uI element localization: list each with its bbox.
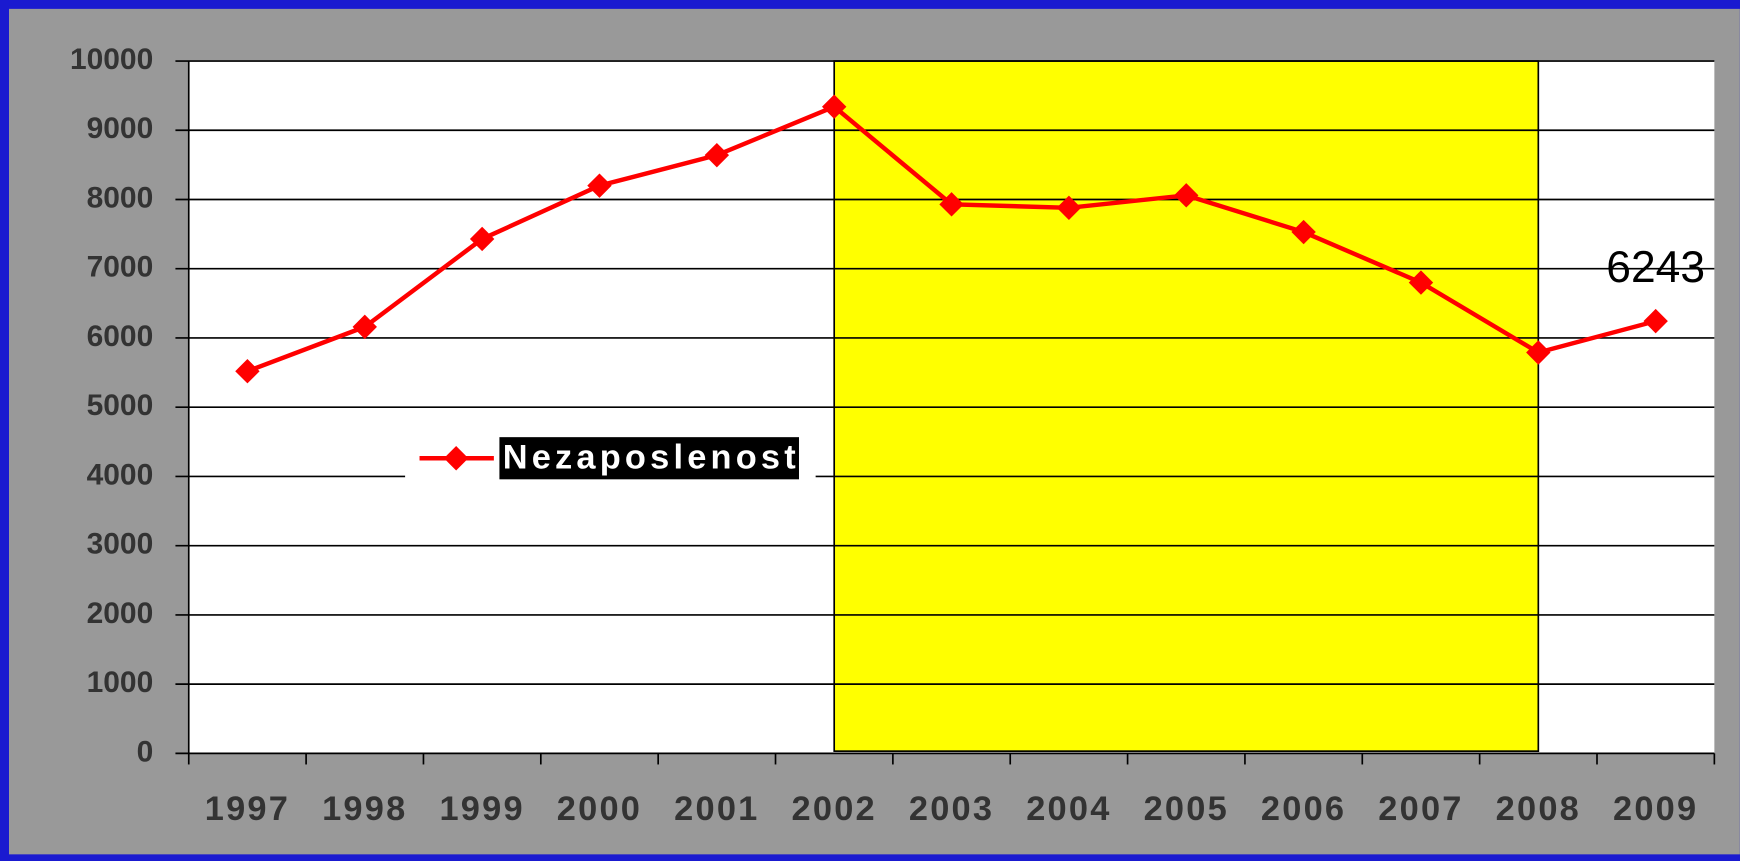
point-marker [939,192,964,217]
x-tick-label: 2004 [1026,790,1111,828]
x-tick-label: 2009 [1613,790,1698,828]
y-tick-label: 1000 [87,666,154,699]
point-marker [587,173,612,198]
highlight-region [833,60,1540,752]
x-tick-label: 2000 [557,790,642,828]
y-tick-label: 5000 [87,389,154,422]
point-marker [1174,183,1199,208]
y-tick-label: 9000 [87,112,154,145]
point-marker [1291,219,1316,245]
y-tick-label: 0 [137,735,154,768]
x-tick-label: 2005 [1144,790,1229,828]
x-tick-label: 2008 [1496,790,1581,828]
point-marker [469,226,495,252]
legend-label: Nezaposlenost [503,438,796,476]
legend-label-bg [499,437,799,480]
y-tick-label: 8000 [87,181,154,214]
data-label: 6243 [1606,243,1705,292]
x-tick-label: 1998 [322,790,407,828]
x-tick-label: 2003 [909,790,994,828]
y-tick-label: 6000 [87,320,154,353]
x-tick-label: 1997 [205,790,290,828]
y-tick-label: 3000 [87,528,154,561]
x-tick-label: 2001 [674,790,759,828]
x-tick-label: 2006 [1261,790,1346,828]
x-tick-label: 1999 [439,790,524,828]
point-marker [1643,308,1668,334]
legend-marker [443,446,469,471]
x-tick-label: 2002 [792,790,877,828]
point-marker [352,314,377,340]
x-tick-label: 2007 [1378,790,1463,828]
y-tick-label: 7000 [87,251,154,284]
y-tick-label: 10000 [70,43,153,76]
y-tick-label: 4000 [87,458,154,491]
y-tick-label: 2000 [87,597,154,630]
